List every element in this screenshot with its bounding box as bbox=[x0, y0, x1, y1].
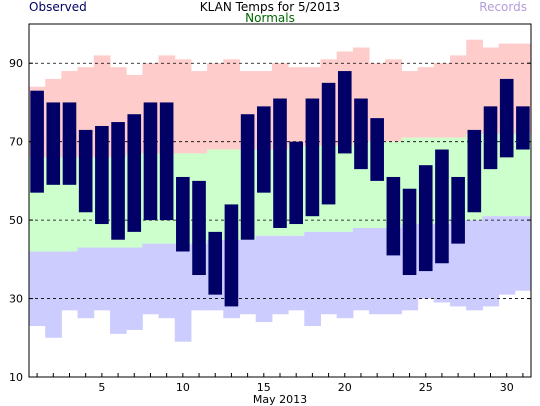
record-high-band bbox=[466, 39, 483, 134]
record-high-band bbox=[385, 59, 402, 142]
observed-bar bbox=[386, 176, 401, 256]
record-low-band bbox=[514, 216, 532, 291]
x-tick-label: 20 bbox=[338, 381, 352, 394]
record-low-band bbox=[77, 247, 95, 319]
y-tick-label: 90 bbox=[9, 57, 23, 70]
observed-bar bbox=[451, 176, 465, 244]
normals-band bbox=[336, 145, 354, 232]
record-low-band bbox=[369, 227, 386, 315]
observed-bar bbox=[46, 102, 61, 185]
record-high-band bbox=[401, 71, 419, 138]
record-low-band bbox=[336, 231, 354, 319]
observed-bar bbox=[111, 122, 125, 240]
record-low-band bbox=[482, 216, 500, 307]
record-low-band bbox=[320, 231, 338, 315]
observed-bar bbox=[321, 82, 336, 205]
record-high-band bbox=[433, 63, 451, 138]
observed-bar bbox=[435, 149, 449, 264]
record-low-band bbox=[239, 239, 257, 315]
observed-bar bbox=[483, 106, 498, 170]
observed-bar bbox=[192, 180, 206, 276]
x-tick-label: 30 bbox=[500, 381, 514, 394]
observed-bar bbox=[30, 90, 44, 193]
y-tick-label: 30 bbox=[9, 293, 23, 306]
y-tick-label: 50 bbox=[9, 214, 23, 227]
record-high-band bbox=[288, 67, 305, 146]
observed-bar bbox=[78, 129, 93, 213]
record-low-band bbox=[304, 231, 321, 327]
record-low-band bbox=[288, 235, 305, 311]
observed-bar bbox=[467, 129, 482, 213]
record-high-band bbox=[174, 59, 192, 154]
record-high-band bbox=[223, 59, 241, 150]
observed-bar bbox=[370, 118, 384, 181]
observed-bar bbox=[273, 98, 287, 228]
record-low-band bbox=[352, 227, 370, 311]
y-tick-label: 10 bbox=[9, 371, 23, 384]
observed-bar bbox=[159, 102, 174, 221]
x-tick-label: 10 bbox=[176, 381, 190, 394]
normals-band bbox=[207, 149, 224, 240]
record-low-band bbox=[126, 247, 143, 330]
record-low-band bbox=[466, 220, 483, 311]
observed-bar bbox=[176, 176, 190, 252]
record-high-band bbox=[207, 63, 224, 150]
legend-records: Records bbox=[479, 0, 527, 14]
observed-bar bbox=[337, 71, 352, 154]
y-tick-label: 70 bbox=[9, 136, 23, 149]
observed-bar bbox=[305, 98, 320, 217]
record-low-band bbox=[142, 243, 160, 315]
x-axis-label: May 2013 bbox=[253, 393, 307, 406]
observed-bar bbox=[127, 114, 142, 232]
record-low-band bbox=[61, 251, 79, 311]
record-low-band bbox=[271, 235, 289, 315]
record-high-band bbox=[190, 71, 208, 154]
observed-bar bbox=[95, 125, 109, 225]
observed-bar bbox=[289, 141, 303, 225]
record-low-band bbox=[255, 235, 273, 323]
record-low-band bbox=[109, 247, 127, 334]
record-low-band bbox=[45, 251, 62, 338]
record-low-band bbox=[93, 247, 111, 311]
observed-bar bbox=[208, 231, 223, 295]
x-tick-label: 5 bbox=[98, 381, 105, 394]
record-high-band bbox=[417, 67, 435, 138]
record-low-band bbox=[29, 251, 46, 327]
observed-bar bbox=[224, 204, 239, 307]
observed-bar bbox=[516, 106, 530, 150]
record-low-band bbox=[174, 243, 192, 342]
record-high-band bbox=[450, 55, 467, 138]
x-tick-label: 25 bbox=[419, 381, 433, 394]
legend-observed: Observed bbox=[29, 0, 87, 14]
record-low-band bbox=[498, 216, 516, 295]
observed-bar bbox=[257, 106, 271, 193]
observed-bar bbox=[143, 102, 158, 221]
record-low-band bbox=[158, 243, 176, 319]
observed-bar bbox=[240, 114, 255, 240]
normals-band bbox=[514, 133, 532, 217]
observed-bar bbox=[418, 165, 433, 272]
observed-bar bbox=[62, 102, 77, 185]
observed-bar bbox=[402, 188, 417, 276]
chart-title: KLAN Temps for 5/2013 bbox=[199, 0, 341, 14]
observed-bar bbox=[354, 98, 368, 170]
x-tick-label: 15 bbox=[257, 381, 271, 394]
observed-bar bbox=[499, 78, 514, 158]
legend-normals: Normals bbox=[245, 11, 295, 25]
